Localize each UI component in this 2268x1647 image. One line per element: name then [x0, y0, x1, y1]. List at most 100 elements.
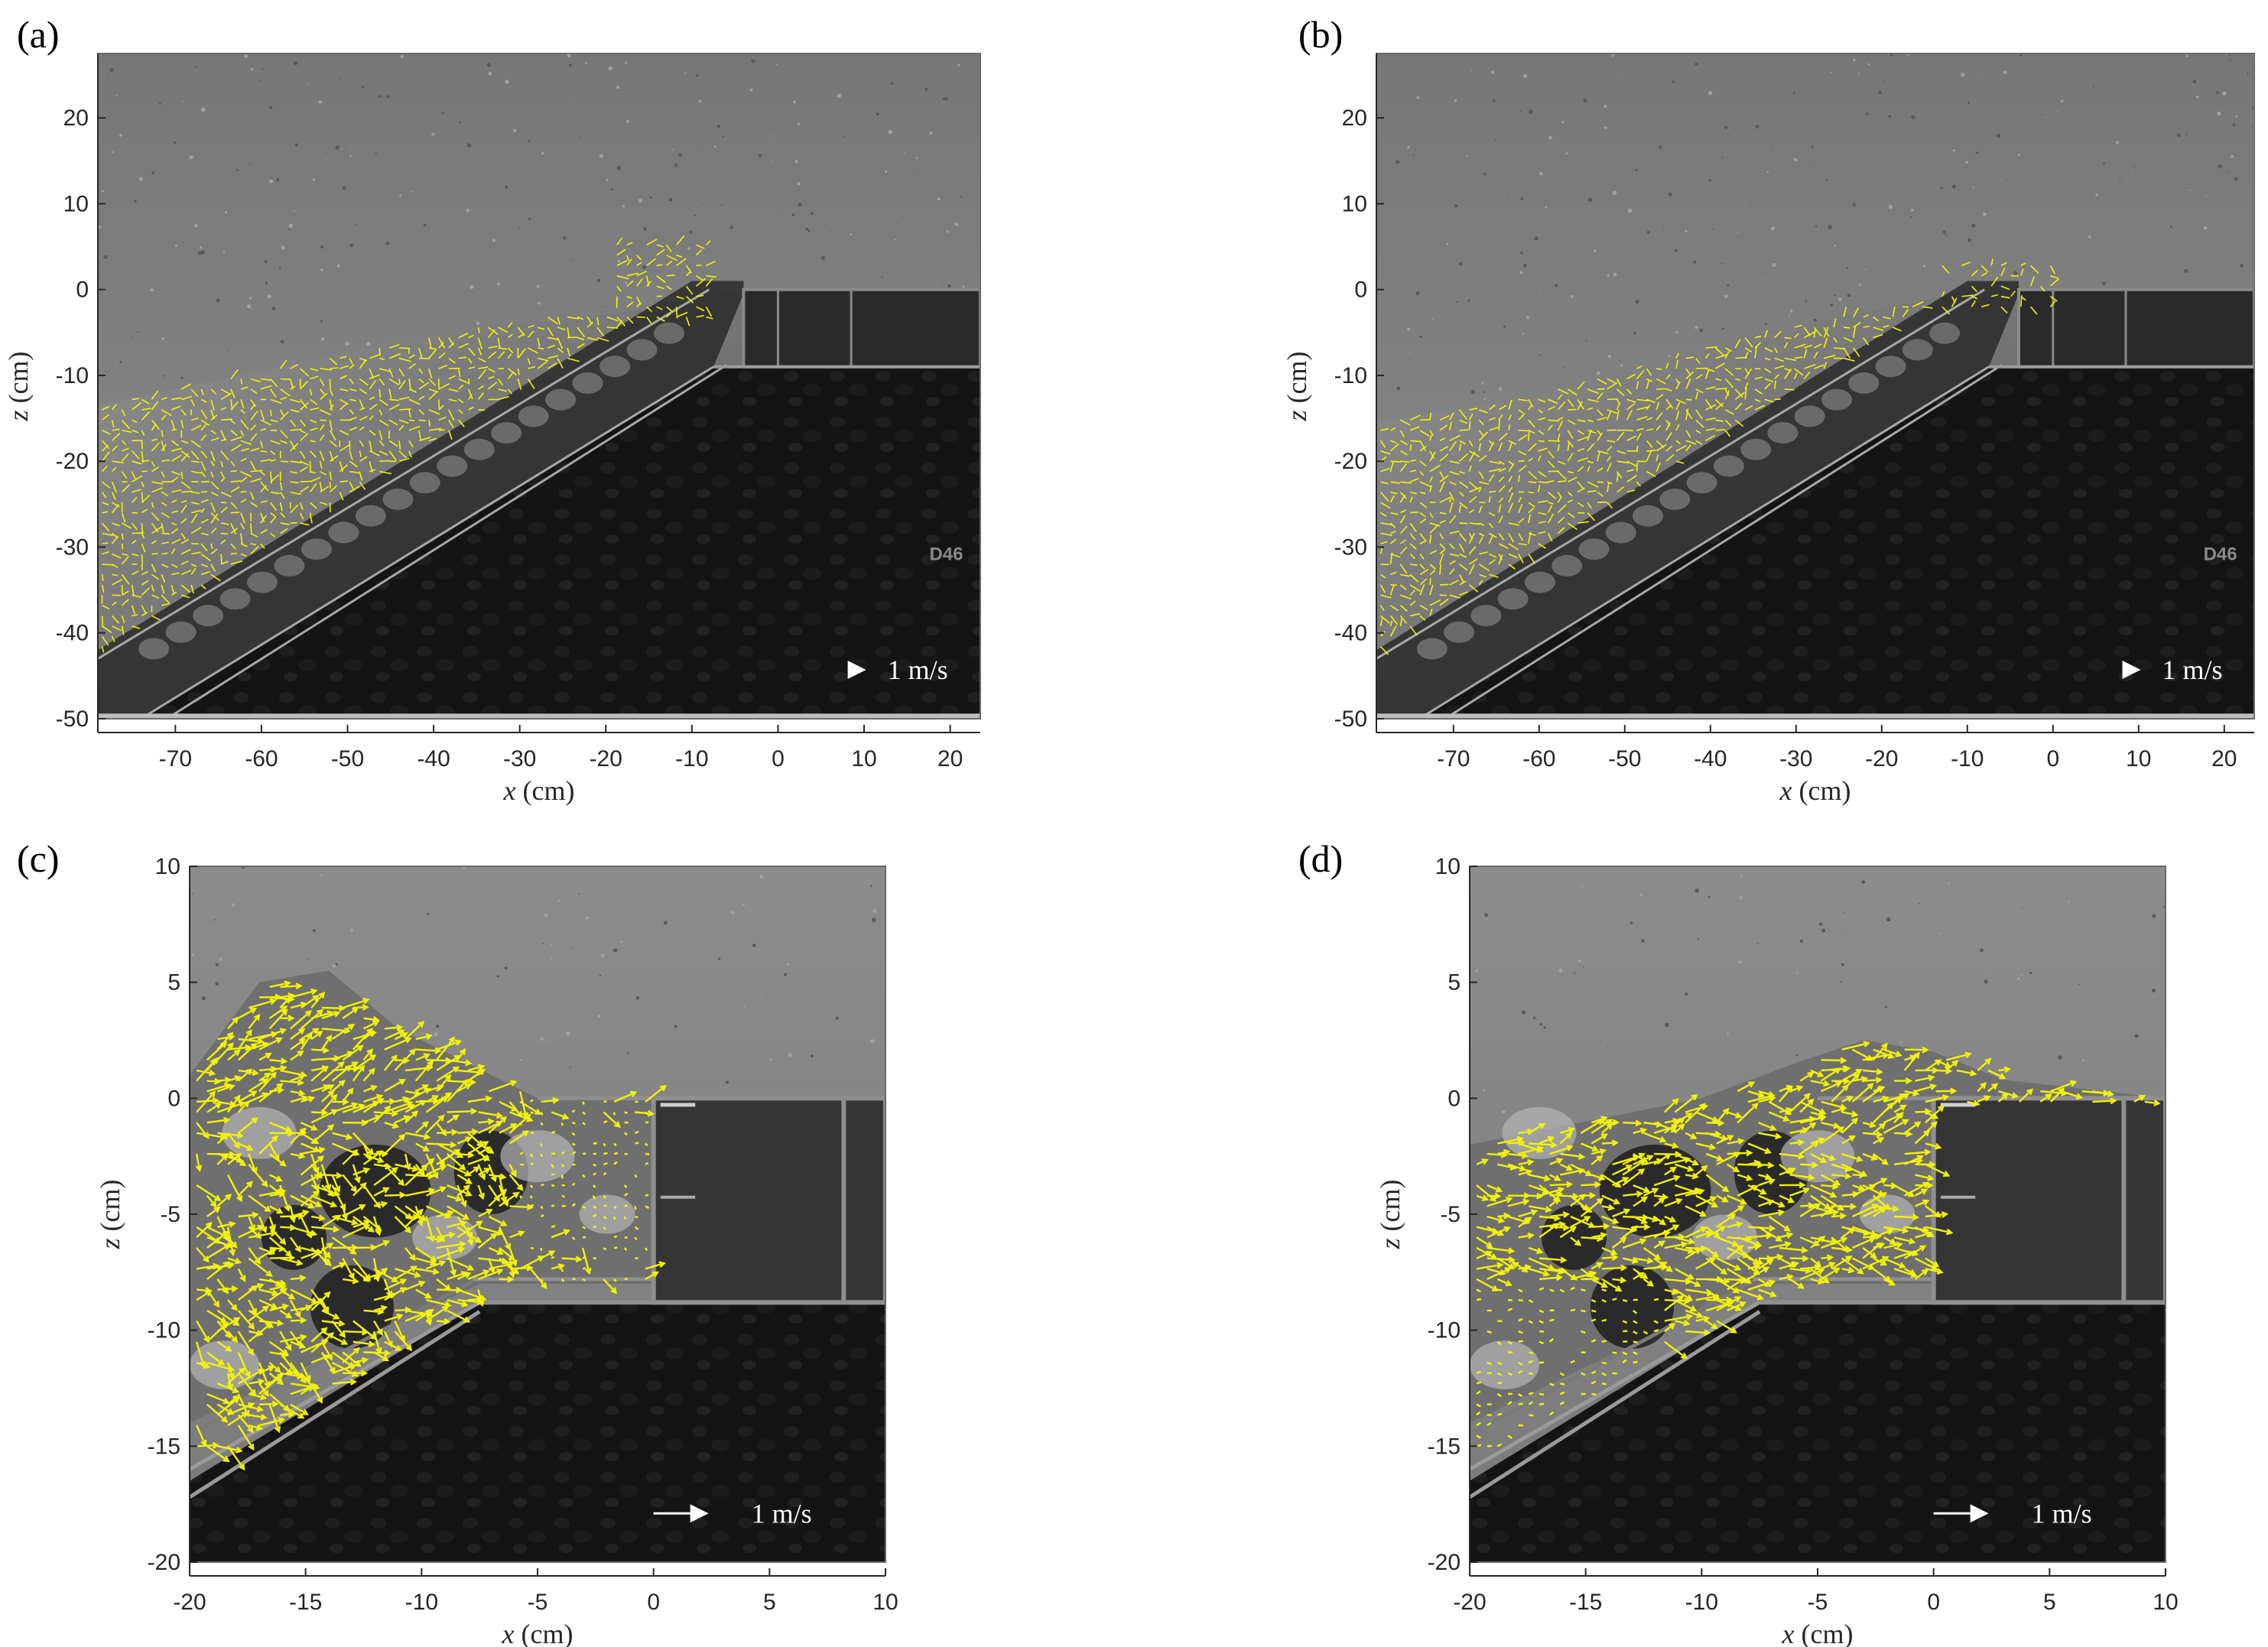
- velocity-vector: [488, 375, 495, 380]
- velocity-vector: [1458, 532, 1467, 542]
- velocity-vector: [369, 403, 378, 411]
- velocity-vector: [414, 1164, 425, 1176]
- velocity-vector: [415, 1035, 431, 1041]
- velocity-vector: [394, 1265, 417, 1280]
- velocity-vector: [1390, 460, 1402, 463]
- speckle: [520, 1059, 522, 1061]
- velocity-vector: [1725, 347, 1732, 352]
- velocity-vector: [1863, 337, 1870, 346]
- velocity-vector-head: [467, 1239, 474, 1246]
- velocity-vector: [1656, 394, 1664, 401]
- velocity-vector-head: [419, 1214, 427, 1221]
- speckle: [427, 912, 430, 915]
- velocity-vector-head: [1658, 1240, 1666, 1247]
- velocity-vector: [352, 1164, 360, 1182]
- velocity-vector: [279, 997, 291, 1009]
- velocity-vector: [1851, 1184, 1875, 1197]
- velocity-vector: [1399, 463, 1408, 473]
- speckle: [264, 260, 268, 264]
- velocity-vector: [1538, 500, 1548, 503]
- velocity-vector: [1380, 427, 1389, 431]
- velocity-vector: [1567, 440, 1574, 448]
- velocity-vector-head: [280, 1064, 288, 1072]
- velocity-vector-head: [380, 1200, 388, 1208]
- velocity-vector: [1487, 1268, 1506, 1275]
- velocity-vector: [2049, 278, 2059, 287]
- velocity-vector: [1779, 1246, 1807, 1252]
- slope-plate: [140, 365, 714, 719]
- velocity-vector: [206, 1309, 226, 1324]
- velocity-vector: [478, 1111, 502, 1117]
- velocity-vector: [1549, 1382, 1555, 1386]
- speckle: [616, 166, 622, 171]
- velocity-vector-head: [1723, 1277, 1730, 1285]
- velocity-vector: [1646, 380, 1650, 390]
- velocity-vector: [1570, 1272, 1596, 1281]
- speckle: [1818, 922, 1823, 926]
- velocity-vector-head: [358, 1064, 366, 1072]
- velocity-vector-head: [1899, 1104, 1907, 1111]
- velocity-vector-head: [430, 1256, 437, 1262]
- velocity-vector: [626, 242, 633, 246]
- velocity-vector-head: [1525, 1217, 1532, 1223]
- speckle: [349, 243, 353, 248]
- velocity-vector-head: [2026, 1088, 2034, 1096]
- speckle: [441, 112, 444, 115]
- velocity-vector: [121, 543, 124, 550]
- velocity-vector: [180, 533, 186, 540]
- velocity-vector: [478, 366, 489, 369]
- velocity-vector: [290, 989, 317, 999]
- speckle: [718, 957, 721, 960]
- velocity-vector: [362, 1143, 371, 1160]
- velocity-vector: [1904, 1151, 1930, 1155]
- velocity-vector: [1705, 417, 1716, 421]
- velocity-vector: [1587, 388, 1600, 395]
- velocity-vector-head: [1785, 1084, 1794, 1092]
- velocity-vector-head: [1802, 1255, 1809, 1262]
- velocity-vector: [1831, 1256, 1852, 1270]
- velocity-vector: [151, 615, 161, 621]
- velocity-vector: [1389, 522, 1396, 528]
- velocity-vector: [1925, 1142, 1941, 1148]
- velocity-vector: [645, 1121, 649, 1124]
- velocity-vector: [1419, 460, 1427, 467]
- velocity-vector: [398, 379, 406, 390]
- velocity-vector: [1581, 1236, 1602, 1240]
- velocity-vector: [1769, 1243, 1790, 1249]
- velocity-vector: [1675, 424, 1680, 431]
- velocity-vector: [1518, 1234, 1533, 1239]
- velocity-vector: [1779, 1108, 1792, 1113]
- velocity-vector: [685, 271, 691, 277]
- velocity-vector-head: [1876, 1131, 1883, 1138]
- velocity-vector: [1764, 347, 1773, 352]
- velocity-vector-head: [485, 1095, 492, 1103]
- speckle: [870, 1038, 875, 1044]
- velocity-vector: [217, 1035, 234, 1041]
- velocity-vector: [121, 440, 127, 445]
- velocity-vector: [1715, 388, 1727, 390]
- velocity-vector: [343, 1278, 358, 1283]
- velocity-vector-head: [352, 1277, 359, 1285]
- velocity-vector: [310, 1174, 319, 1191]
- velocity-vector: [1789, 1086, 1802, 1093]
- velocity-vector: [1675, 398, 1686, 404]
- velocity-vector: [1518, 465, 1527, 473]
- velocity-vector: [216, 1194, 232, 1207]
- velocity-vector: [1597, 467, 1604, 473]
- speckle: [586, 916, 589, 920]
- velocity-vector: [447, 1272, 467, 1281]
- velocity-vector: [379, 409, 383, 416]
- velocity-vector: [171, 510, 179, 514]
- velocity-vector-head: [362, 1004, 369, 1011]
- velocity-vector: [1725, 409, 1734, 415]
- x-tick-label: -10: [1685, 1590, 1718, 1615]
- velocity-vector: [1478, 486, 1482, 492]
- y-tick-label: -10: [1334, 363, 1367, 388]
- velocity-vector: [269, 1089, 283, 1093]
- speckle: [215, 963, 219, 966]
- velocity-vector: [196, 1132, 226, 1139]
- velocity-vector: [1468, 440, 1474, 447]
- velocity-vector: [310, 1012, 333, 1019]
- velocity-vector: [1580, 1268, 1592, 1278]
- y-tick-label: -15: [148, 1434, 180, 1459]
